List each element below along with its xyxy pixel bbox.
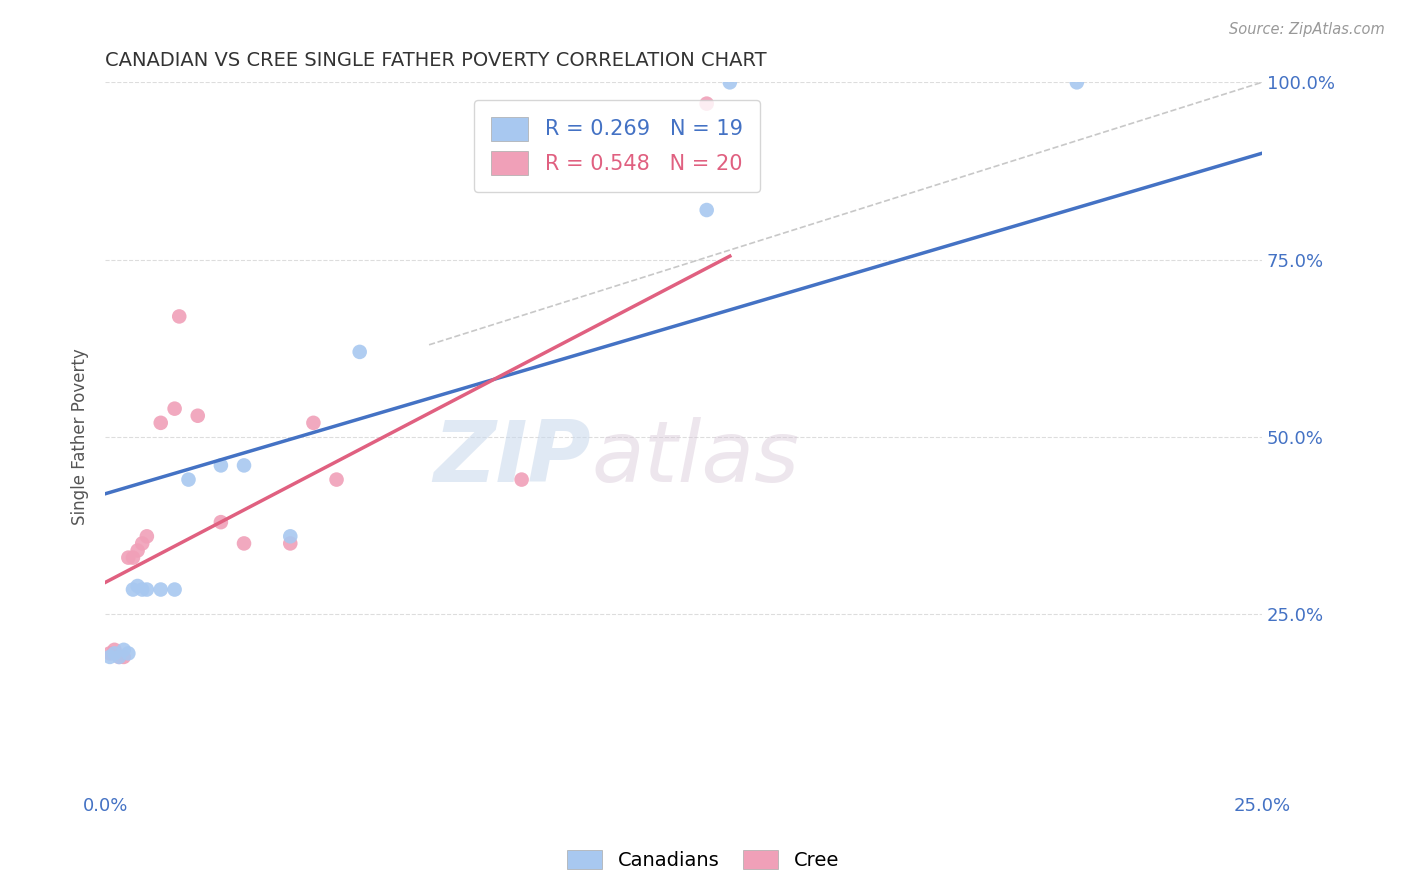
Point	[149, 416, 172, 430]
Point	[177, 473, 200, 487]
Point	[127, 579, 149, 593]
Point	[696, 202, 718, 217]
Text: CANADIAN VS CREE SINGLE FATHER POVERTY CORRELATION CHART: CANADIAN VS CREE SINGLE FATHER POVERTY C…	[105, 51, 766, 70]
Text: ZIP: ZIP	[433, 417, 591, 500]
Point	[112, 649, 135, 664]
Point	[325, 473, 347, 487]
Point	[510, 473, 533, 487]
Point	[149, 582, 172, 597]
Point	[349, 345, 371, 359]
Point	[278, 536, 301, 550]
Point	[117, 646, 139, 660]
Text: Source: ZipAtlas.com: Source: ZipAtlas.com	[1229, 22, 1385, 37]
Point	[696, 96, 718, 111]
Point	[135, 582, 157, 597]
Legend: Canadians, Cree: Canadians, Cree	[560, 842, 846, 878]
Point	[117, 550, 139, 565]
Point	[302, 416, 325, 430]
Point	[135, 529, 157, 543]
Point	[718, 75, 741, 89]
Point	[131, 536, 153, 550]
Point	[163, 582, 186, 597]
Point	[278, 529, 301, 543]
Point	[167, 310, 190, 324]
Legend: R = 0.269   N = 19, R = 0.548   N = 20: R = 0.269 N = 19, R = 0.548 N = 20	[474, 100, 759, 192]
Point	[108, 649, 131, 664]
Point	[103, 646, 125, 660]
Point	[131, 582, 153, 597]
Point	[209, 515, 232, 529]
Point	[127, 543, 149, 558]
Point	[1066, 75, 1088, 89]
Point	[108, 649, 131, 664]
Point	[98, 649, 121, 664]
Text: atlas: atlas	[591, 417, 799, 500]
Point	[112, 643, 135, 657]
Point	[209, 458, 232, 473]
Point	[187, 409, 209, 423]
Point	[233, 458, 256, 473]
Y-axis label: Single Father Poverty: Single Father Poverty	[72, 349, 89, 525]
Point	[103, 643, 125, 657]
Point	[98, 646, 121, 660]
Point	[163, 401, 186, 416]
Point	[122, 582, 145, 597]
Point	[122, 550, 145, 565]
Point	[233, 536, 256, 550]
